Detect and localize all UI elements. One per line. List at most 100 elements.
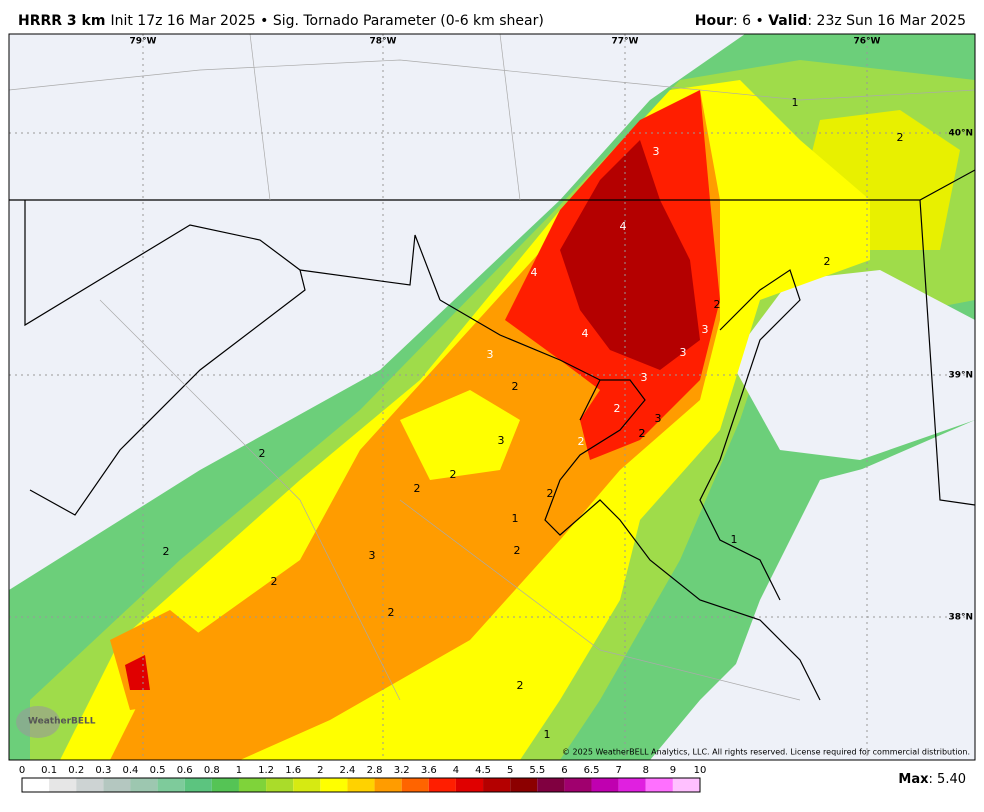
contour-label: 2 <box>614 402 621 415</box>
lat-label: 38°N <box>948 613 973 623</box>
contour-label: 3 <box>702 323 709 336</box>
hour: : 6 • <box>733 13 768 29</box>
colorbar-bin <box>428 778 456 792</box>
colorbar-bin <box>130 778 158 792</box>
colorbar-label: 8 <box>643 765 649 776</box>
logo-icon <box>16 706 60 738</box>
contour-label: 3 <box>655 412 662 425</box>
max-label: Max <box>898 772 929 787</box>
contour-label: 2 <box>259 447 266 460</box>
hour-label: Hour <box>695 13 733 29</box>
colorbar-label: 3.2 <box>394 765 410 776</box>
contour-label: 2 <box>271 575 278 588</box>
colorbar-label: 0.5 <box>150 765 166 776</box>
colorbar-bin <box>76 778 104 792</box>
colorbar-bin <box>455 778 484 792</box>
colorbar-bin <box>320 778 348 792</box>
contour-label: 2 <box>163 545 170 558</box>
contour-label: 3 <box>680 346 687 359</box>
contour-label: 1 <box>731 533 738 546</box>
colorbar-label: 0.4 <box>123 765 139 776</box>
colorbar-bin <box>347 778 375 792</box>
contour-label: 3 <box>498 434 505 447</box>
logo: WeatherBELL <box>28 717 96 727</box>
contour-label: 1 <box>544 728 551 741</box>
colorbar-label: 0.1 <box>41 765 57 776</box>
colorbar-bin <box>157 778 185 792</box>
lat-label: 40°N <box>948 129 973 139</box>
valid: : 23z Sun 16 Mar 2025 <box>807 13 966 29</box>
max: Max: 5.40 <box>898 772 966 787</box>
colorbar-label: 0.6 <box>177 765 193 776</box>
colorbar-label: 3.6 <box>421 765 437 776</box>
colorbar-frame <box>21 777 701 793</box>
colorbar-bin <box>211 778 239 792</box>
contour-label: 2 <box>824 255 831 268</box>
contour-label: 3 <box>369 549 376 562</box>
colorbar-label: 0.2 <box>68 765 84 776</box>
contour-label: 2 <box>414 482 421 495</box>
colorbar-label: 4 <box>453 765 459 776</box>
colorbar-bin <box>618 778 646 792</box>
contour-label: 2 <box>639 427 646 440</box>
lon-label: 76°W <box>854 37 881 47</box>
colorbar-label: 1 <box>236 765 242 776</box>
colorbar-label: 0 <box>19 765 25 776</box>
header-left: HRRR 3 km Init 17z 16 Mar 2025 • Sig. Tor… <box>18 13 544 29</box>
contour-label: 2 <box>517 679 524 692</box>
colorbar-bin <box>510 778 538 792</box>
colorbar-bin <box>49 778 77 792</box>
contour-label: 1 <box>512 512 519 525</box>
colorbar-label: 9 <box>670 765 676 776</box>
colorbar-label: 4.5 <box>475 765 491 776</box>
colorbar-bin <box>483 778 511 792</box>
contour-label: 2 <box>714 298 721 311</box>
contour-label: 4 <box>620 220 627 233</box>
contour-label: 2 <box>639 427 646 440</box>
colorbar-label: 5 <box>507 765 513 776</box>
contour-label: 2 <box>512 380 519 393</box>
valid-label: Valid <box>768 13 807 29</box>
colorbar-label: 6 <box>561 765 567 776</box>
colorbar-bin <box>184 778 212 792</box>
lon-label: 78°W <box>370 37 397 47</box>
lat-label: 39°N <box>948 371 973 381</box>
colorbar-label: 2 <box>317 765 323 776</box>
colorbar-bin <box>591 778 619 792</box>
colorbar-bin <box>537 778 565 792</box>
map <box>9 34 975 760</box>
colorbar-label: 0.3 <box>95 765 111 776</box>
header-right: Hour: 6 • Valid: 23z Sun 16 Mar 2025 <box>695 13 966 29</box>
contour-label: 4 <box>582 327 589 340</box>
map-frame <box>8 33 976 761</box>
colorbar-label: 1.2 <box>258 765 274 776</box>
colorbar-bin <box>645 778 673 792</box>
contour-label: 2 <box>388 606 395 619</box>
contour-label: 3 <box>641 371 648 384</box>
lon-label: 79°W <box>130 37 157 47</box>
colorbar-bin <box>238 778 267 792</box>
copyright: © 2025 WeatherBELL Analytics, LLC. All r… <box>562 748 970 757</box>
colorbar-label: 5.5 <box>529 765 545 776</box>
colorbar-label: 10 <box>694 765 707 776</box>
contour-label: 2 <box>897 131 904 144</box>
colorbar-bin <box>266 778 294 792</box>
contour-label: 2 <box>547 487 554 500</box>
contour-label: 4 <box>531 266 538 279</box>
colorbar-bin <box>564 778 592 792</box>
colorbar-bin <box>374 778 402 792</box>
colorbar-bin <box>22 778 50 792</box>
colorbar-label: 2.4 <box>339 765 355 776</box>
colorbar-label: 1.6 <box>285 765 301 776</box>
contour-label: 3 <box>653 145 660 158</box>
colorbar-bin <box>103 778 131 792</box>
lon-label: 77°W <box>612 37 639 47</box>
contour-label: 2 <box>514 544 521 557</box>
colorbar-bin <box>401 778 429 792</box>
colorbar-label: 6.5 <box>584 765 600 776</box>
colorbar-bin <box>672 778 700 792</box>
max-value: : 5.40 <box>929 772 966 787</box>
colorbar-label: 0.8 <box>204 765 220 776</box>
